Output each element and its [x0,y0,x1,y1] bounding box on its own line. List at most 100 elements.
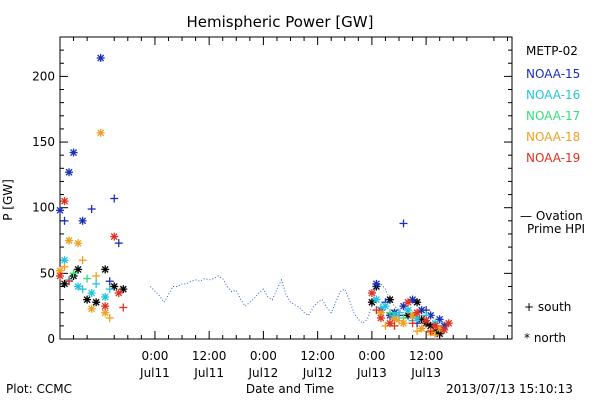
data-point [83,295,92,304]
data-point [74,265,83,274]
data-point [101,302,110,311]
data-point [65,236,74,245]
data-point [101,308,110,317]
data-point [105,285,114,294]
data-point [404,298,413,307]
data-point [385,308,394,317]
data-point [422,316,431,325]
data-point [372,279,381,288]
data-point [60,262,69,271]
data-point [83,274,92,283]
data-point [87,289,96,298]
data-point [372,306,381,315]
x-tick-time-label: 12:00 [409,349,444,363]
data-point [395,316,403,325]
x-tick-date-label: Jul11 [139,366,170,380]
data-point [413,327,422,336]
data-point [87,205,96,214]
x-tick-date-label: Jul13 [410,366,441,380]
data-point [399,219,408,228]
data-point [101,265,110,274]
x-axis-label: Date and Time [246,382,334,396]
data-point [65,277,74,286]
data-point [101,292,110,301]
data-point [114,239,123,248]
data-point [408,319,417,328]
data-point [65,168,74,177]
x-tick-time-label: 12:00 [192,349,227,363]
data-point [96,54,105,63]
data-point [426,327,435,336]
data-point [444,319,453,328]
data-point [92,279,101,288]
footer-timestamp: 2013/07/13 15:10:13 [446,382,573,396]
data-point [96,128,105,137]
data-point [395,308,403,317]
data-point [114,289,123,298]
data-point [431,321,440,330]
legend-entry: NOAA-18 [526,130,580,144]
ovation-label-line2: Prime HPI [527,222,585,236]
legend-title: METP-02 [526,44,578,58]
ovation-label-line1: — Ovation [520,209,583,223]
data-point [376,313,385,322]
data-point [87,304,96,313]
data-point [110,194,119,203]
data-point [78,285,87,294]
data-point [105,277,114,286]
y-tick-label: 200 [32,69,55,83]
data-point [92,271,101,280]
y-tick-label: 100 [32,201,55,215]
legend-entry: NOAA-17 [526,109,580,123]
data-point [69,269,78,278]
legend-entry: NOAA-19 [526,151,580,165]
footer-source: Plot: CCMC [6,382,72,396]
x-tick-time-label: 0:00 [250,349,277,363]
legend-entry: NOAA-16 [526,88,580,102]
y-tick-label: 50 [40,266,55,280]
data-point [78,216,87,225]
data-point [105,313,114,322]
data-point [390,321,399,330]
x-tick-date-label: Jul12 [302,366,333,380]
data-point [385,319,394,328]
axis-ticks: 0 50 100 150 200 0:00 Jul11 12:00 Jul11 0:00 Jul12… [32,37,512,380]
data-point [69,148,78,157]
symbol-key-star: * north [524,331,566,345]
data-point [440,325,449,334]
data-point [372,295,381,304]
ovation-line [150,275,445,333]
data-point [110,232,119,241]
data-point [119,285,128,294]
symbol-key-plus: + south [524,300,571,314]
x-tick-time-label: 0:00 [141,349,168,363]
data-point [110,282,119,291]
ovation-series [150,275,445,333]
data-point [56,271,64,280]
data-points [56,54,453,340]
data-point [92,298,101,307]
x-tick-date-label: Jul11 [193,366,224,380]
data-point [60,256,69,265]
data-point [119,303,128,312]
data-point [60,216,69,225]
data-point [60,197,69,206]
data-point [431,331,440,340]
symbol-key: + south * north [524,300,571,345]
legend-entry: NOAA-15 [526,67,580,81]
x-tick-time-label: 0:00 [358,349,385,363]
data-point [74,239,83,248]
data-point [56,206,64,215]
y-axis-label: P [GW] [1,179,15,221]
data-point [367,289,376,298]
chart-title: Hemispheric Power [GW] [187,13,374,31]
x-tick-date-label: Jul12 [248,366,279,380]
data-point [413,308,422,317]
x-tick-time-label: 12:00 [300,349,335,363]
x-tick-date-label: Jul13 [356,366,387,380]
plot-frame [59,36,513,340]
data-point [78,256,87,265]
y-tick-label: 150 [32,135,55,149]
data-point [381,302,390,311]
